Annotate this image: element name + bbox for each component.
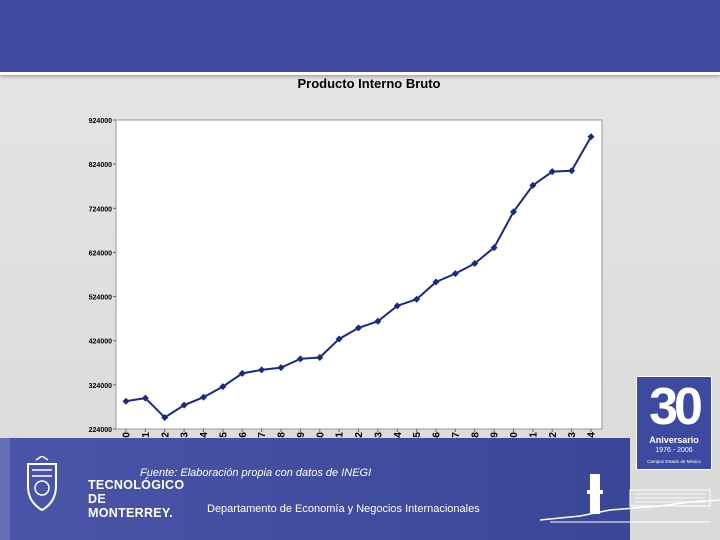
data-point	[316, 353, 324, 361]
data-point	[529, 181, 537, 189]
footer-band	[0, 438, 630, 540]
top-banner	[0, 0, 720, 75]
data-point	[219, 383, 227, 391]
data-point	[568, 167, 576, 175]
data-point	[200, 393, 207, 401]
data-point	[374, 317, 382, 325]
anniversary-number: 30	[649, 378, 703, 436]
data-point	[296, 355, 304, 363]
y-tick-label: 224000	[89, 427, 112, 434]
y-tick-label: 824000	[89, 162, 112, 169]
data-point	[161, 414, 169, 422]
data-point	[238, 369, 246, 377]
y-axis: 224000 324000 424000 524000 624000 724000 8240…	[89, 118, 116, 434]
department-name: Departamento de Economía y Negocios Inte…	[207, 503, 480, 515]
data-point	[335, 335, 343, 343]
data-point	[277, 364, 285, 372]
data-point	[490, 244, 498, 252]
data-point	[510, 208, 517, 216]
anniversary-campus: Campus Estado de México	[647, 459, 701, 464]
anniversary-years: 1976 - 2006	[655, 447, 693, 454]
plot-area	[115, 119, 603, 430]
data-point	[355, 324, 362, 332]
data-point	[471, 259, 479, 267]
data-point	[451, 270, 459, 278]
data-point	[587, 133, 595, 141]
source-note: Fuente: Elaboración propia con datos de …	[140, 467, 372, 479]
y-tick-label: 724000	[89, 206, 112, 213]
shield-icon	[27, 455, 57, 512]
chart-title: Producto Interno Bruto	[298, 76, 441, 91]
data-point	[141, 394, 149, 402]
data-point	[180, 401, 188, 409]
y-tick-label: 524000	[89, 295, 112, 302]
anniversary-badge: 30 Aniversario 1976 - 2006 Campus Estado…	[636, 376, 712, 470]
logo-line-2: DE MONTERREY.	[88, 492, 173, 520]
anniversary-label: Aniversario	[649, 435, 699, 445]
data-point	[122, 397, 130, 405]
campus-skyline-icon	[540, 474, 720, 523]
data-point	[258, 366, 266, 374]
y-tick-label: 924000	[89, 118, 112, 125]
data-point	[393, 302, 401, 310]
y-tick-label: 324000	[89, 383, 112, 390]
logo-line-1: TECNOLÓGICO	[88, 478, 185, 492]
data-point	[432, 278, 440, 286]
tec-monterrey-logo: TECNOLÓGICO DE MONTERREY.	[22, 455, 187, 520]
data-point	[413, 295, 421, 303]
data-point	[548, 168, 556, 176]
y-tick-label: 424000	[89, 339, 112, 346]
series-markers	[122, 133, 595, 422]
y-tick-label: 624000	[89, 250, 112, 257]
